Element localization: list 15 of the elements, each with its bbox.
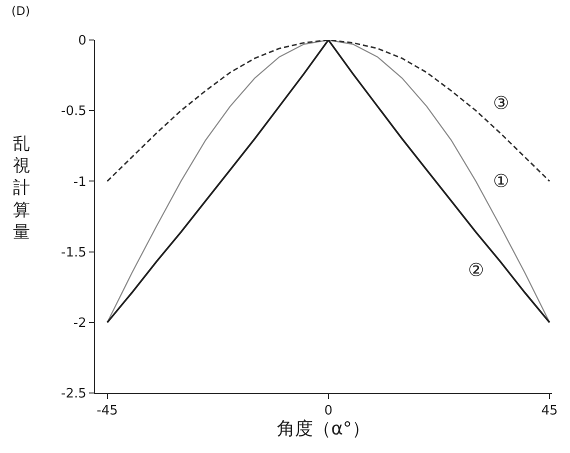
x-axis-title: 角度（α°） (277, 418, 370, 440)
y-tick-label: -2 (73, 316, 86, 331)
chart-title: (D) (11, 4, 30, 18)
x-tick-label: 0 (324, 404, 333, 419)
y-tick-label: -1 (73, 174, 86, 190)
y-axis-title: 乱視計算量 (13, 134, 30, 242)
x-tick-label: 45 (541, 404, 558, 419)
series-label: ① (493, 171, 510, 192)
y-tick-label: -0.5 (61, 104, 86, 120)
series-label: ③ (493, 93, 510, 114)
x-tick-label: -45 (96, 404, 118, 419)
y-tick-label: -2.5 (61, 386, 86, 402)
y-tick-label: -1.5 (61, 245, 86, 260)
y-tick-label: 0 (78, 34, 86, 49)
series-label: ② (468, 260, 484, 281)
